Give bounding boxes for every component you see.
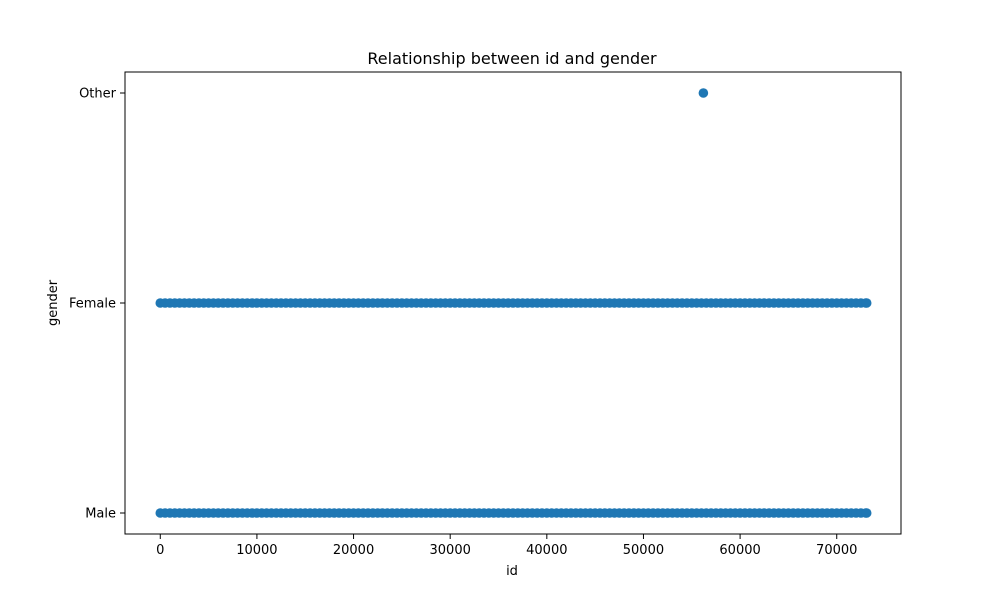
data-points — [155, 88, 872, 518]
x-tick-label: 50000 — [623, 543, 664, 558]
data-point — [861, 298, 872, 308]
x-tick-label: 70000 — [816, 543, 857, 558]
data-point — [698, 88, 709, 98]
y-tick-label: Female — [69, 297, 116, 312]
chart-title: Relationship between id and gender — [367, 49, 657, 68]
x-axis-label: id — [506, 564, 518, 579]
x-tick-label: 0 — [156, 543, 164, 558]
y-axis-label: gender — [46, 279, 61, 326]
data-point — [861, 508, 872, 518]
x-tick-label: 20000 — [333, 543, 374, 558]
x-tick-label: 40000 — [526, 543, 567, 558]
y-tick-label: Male — [85, 507, 116, 522]
y-tick-label: Other — [79, 87, 117, 102]
x-tick-label: 10000 — [236, 543, 277, 558]
x-axis: 0 10000 20000 30000 40000 50000 60000 70000 — [156, 534, 857, 558]
x-tick-label: 30000 — [430, 543, 471, 558]
x-tick-label: 60000 — [719, 543, 760, 558]
y-axis: Male Female Other — [69, 87, 125, 522]
